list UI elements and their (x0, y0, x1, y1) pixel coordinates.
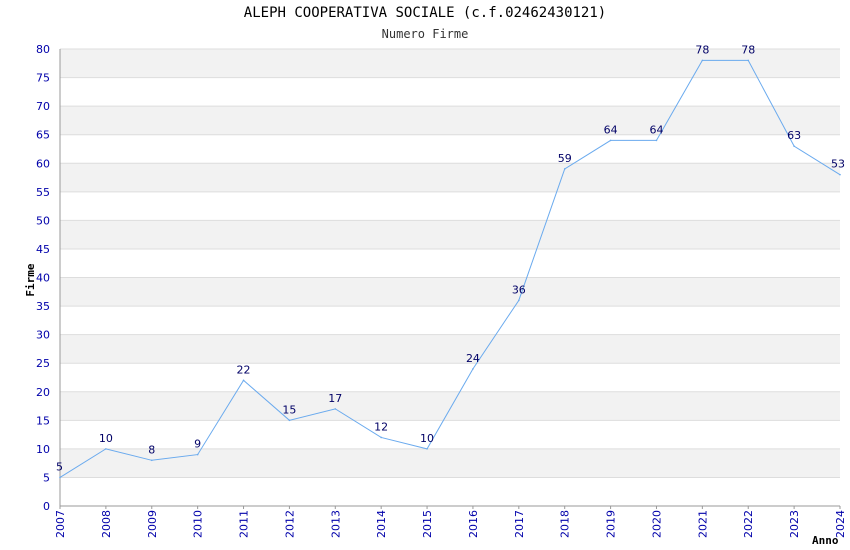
data-label: 5 (56, 460, 63, 473)
data-point (472, 368, 474, 370)
data-label: 15 (282, 403, 296, 416)
x-tick-label: 2024 (834, 510, 847, 538)
chart-title: ALEPH COOPERATIVA SOCIALE (c.f.024624301… (243, 5, 607, 21)
data-label: 22 (237, 363, 251, 376)
data-point (59, 476, 61, 479)
data-labels: 5 10 8 9 22 15 17 12 10 24 36 59 64 64 78 78 63 53 (56, 43, 845, 479)
grid-band (60, 277, 840, 307)
data-label: 78 (741, 43, 755, 56)
data-point (747, 59, 750, 62)
data-label: 59 (558, 152, 572, 165)
x-tick-label: 2008 (100, 510, 113, 538)
y-tick-label: 35 (36, 300, 50, 313)
x-tick-label: 2018 (559, 510, 572, 538)
data-label: 17 (328, 392, 342, 405)
y-tick-label: 0 (43, 500, 50, 513)
data-point (288, 419, 291, 422)
data-label: 53 (831, 158, 845, 171)
x-tick-label: 2021 (696, 510, 709, 538)
grid-bands (60, 48, 840, 507)
data-point (563, 168, 566, 170)
x-tick-label: 2023 (788, 510, 801, 538)
y-tick-label: 15 (36, 414, 50, 427)
data-label: 10 (420, 432, 434, 445)
chart-subtitle: Numero Firme (381, 27, 469, 41)
data-point (793, 145, 795, 147)
y-tick-labels: 0 5 10 15 20 25 30 35 40 45 50 55 60 65 70 75 80 (36, 43, 50, 513)
data-label: 10 (99, 432, 113, 445)
y-tick-label: 60 (36, 157, 50, 170)
data-label: 64 (649, 123, 663, 136)
x-tick-label: 2016 (467, 510, 480, 538)
data-label: 9 (194, 438, 201, 451)
y-tick-label: 50 (36, 214, 50, 227)
data-point (839, 173, 841, 176)
x-tick-label: 2022 (742, 510, 755, 538)
y-tick-label: 55 (36, 186, 50, 199)
data-label: 8 (148, 443, 155, 456)
grid-band (60, 448, 840, 478)
x-tick-label: 2011 (238, 510, 251, 538)
y-tick-label: 45 (36, 243, 50, 256)
y-tick-label: 10 (36, 443, 50, 456)
y-tick-label: 80 (36, 43, 50, 56)
grid-band (60, 49, 840, 78)
grid-band (60, 163, 840, 192)
data-point (150, 459, 153, 462)
x-tick-label: 2020 (650, 510, 663, 538)
y-tick-label: 20 (36, 386, 50, 399)
data-label: 12 (374, 420, 388, 433)
grid-band (60, 391, 840, 421)
x-tick-label: 2009 (146, 510, 159, 538)
x-tick-label: 2007 (54, 510, 67, 538)
grid-band (60, 106, 840, 135)
data-label: 78 (695, 43, 709, 56)
x-tick-label: 2019 (605, 510, 618, 538)
data-point (196, 453, 199, 456)
y-tick-label: 40 (36, 272, 50, 285)
data-point (105, 448, 107, 450)
y-tick-label: 30 (36, 329, 50, 342)
y-tick-label: 5 (43, 471, 50, 484)
x-axis-label: Anno (812, 534, 839, 547)
grid-band (60, 334, 840, 364)
data-point (334, 408, 337, 410)
y-tick-label: 70 (36, 100, 50, 113)
x-tick-label: 2010 (192, 510, 205, 538)
data-point (609, 139, 612, 142)
x-tick-label: 2015 (421, 510, 434, 538)
x-tick-label: 2017 (513, 510, 526, 538)
data-point (242, 379, 245, 382)
x-tick-label: 2014 (375, 510, 388, 538)
grid-band (60, 220, 840, 249)
y-axis-label: Firme (24, 263, 37, 296)
series-line (59, 59, 841, 478)
axes (59, 49, 841, 509)
data-point (701, 59, 704, 62)
x-tick-labels: 2007 2008 2009 2010 2011 2012 2013 2014 2015 2016… (54, 510, 847, 538)
data-point (380, 436, 382, 439)
y-tick-label: 75 (36, 72, 50, 85)
x-tick-label: 2013 (329, 510, 342, 538)
y-tick-label: 25 (36, 357, 50, 370)
data-point (426, 448, 428, 450)
data-label: 64 (604, 123, 618, 136)
y-tick-label: 65 (36, 129, 50, 142)
data-point (518, 299, 520, 302)
x-tick-label: 2012 (283, 510, 296, 538)
data-point (655, 139, 658, 142)
data-label: 24 (466, 352, 480, 365)
data-label: 36 (512, 283, 526, 296)
data-label: 63 (787, 129, 801, 142)
